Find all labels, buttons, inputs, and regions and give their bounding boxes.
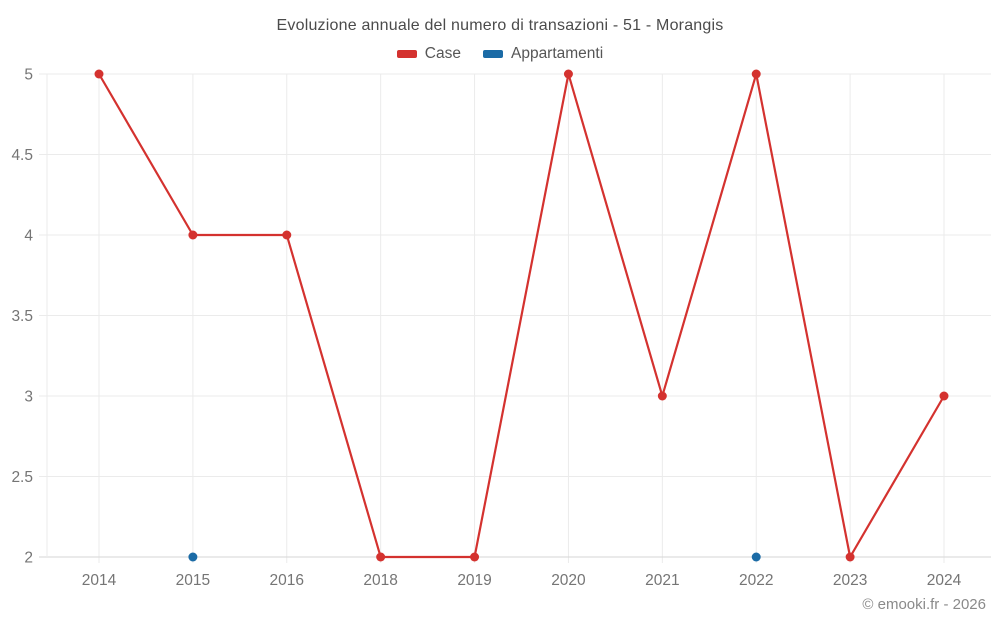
legend-label-case: Case — [424, 45, 461, 62]
legend-item-appartamenti[interactable]: Appartamenti — [482, 45, 604, 63]
series-line-case — [97, 72, 946, 559]
point-case-2021[interactable] — [657, 391, 667, 401]
x-tick-label-2015: 2015 — [176, 572, 210, 589]
point-case-2024[interactable] — [939, 391, 949, 401]
x-tick-label-2021: 2021 — [645, 572, 679, 589]
y-tick-label-3.5: 3.5 — [11, 308, 33, 325]
y-tick-label-4: 4 — [24, 228, 33, 245]
point-case-2022[interactable] — [751, 69, 761, 79]
y-tick-label-5: 5 — [24, 67, 33, 84]
chart-title: Evoluzione annuale del numero di transaz… — [276, 17, 724, 34]
x-tick-label-2018: 2018 — [363, 572, 397, 589]
point-appartamenti-2022[interactable] — [751, 552, 761, 562]
x-tick-label-2014: 2014 — [82, 572, 117, 589]
point-case-2019[interactable] — [470, 552, 480, 562]
point-case-2020[interactable] — [563, 69, 573, 79]
x-tick-label-2020: 2020 — [551, 572, 586, 589]
x-tick-label-2022: 2022 — [739, 572, 773, 589]
point-appartamenti-2015[interactable] — [188, 552, 198, 562]
point-case-2014[interactable] — [94, 69, 104, 79]
appartamenti-series-swatch-icon — [482, 50, 503, 58]
legend-item-case[interactable]: Case — [396, 45, 461, 63]
point-case-2018[interactable] — [376, 552, 386, 562]
x-tick-label-2019: 2019 — [457, 572, 491, 589]
case-series-swatch-icon — [396, 50, 417, 58]
chart-legend: Case Appartamenti — [0, 45, 1000, 63]
point-case-2016[interactable] — [282, 230, 292, 240]
y-tick-label-2: 2 — [24, 550, 33, 567]
x-tick-label-2023: 2023 — [833, 572, 867, 589]
legend-label-appartamenti: Appartamenti — [510, 45, 604, 62]
x-tick-label-2016: 2016 — [270, 572, 304, 589]
y-tick-label-2.5: 2.5 — [11, 469, 33, 486]
y-tick-label-4.5: 4.5 — [11, 147, 33, 164]
x-tick-label-2024: 2024 — [927, 572, 962, 589]
point-case-2023[interactable] — [845, 552, 855, 562]
y-tick-label-3: 3 — [24, 389, 33, 406]
copyright-text: © emooki.fr - 2026 — [862, 596, 986, 613]
point-case-2015[interactable] — [188, 230, 198, 240]
